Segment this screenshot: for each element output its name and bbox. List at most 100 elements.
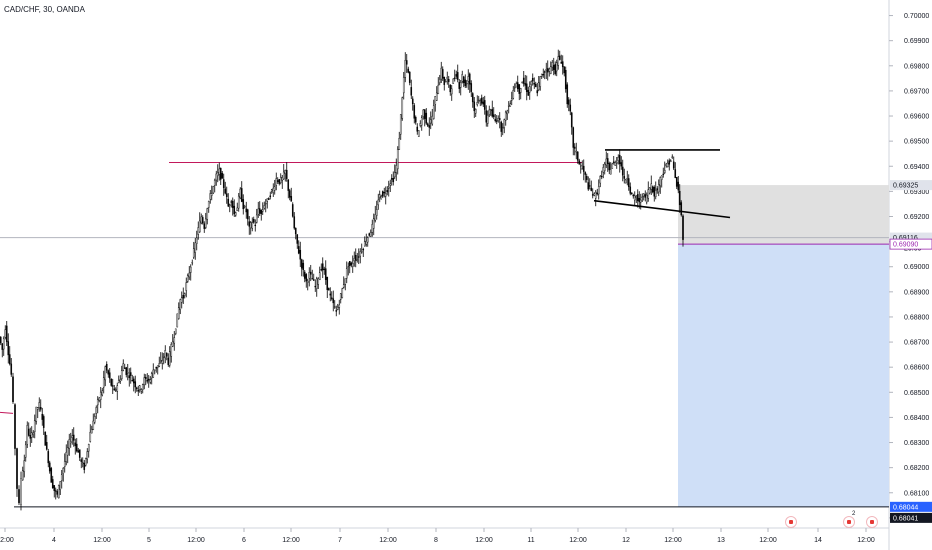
candle-body [386,190,389,193]
candle-body [680,202,683,216]
candle-body [602,167,605,173]
candle-body [657,184,660,193]
candle-body [194,242,197,253]
candle-body [503,119,506,128]
candle-body [615,162,618,164]
candle-body [590,187,593,191]
candle-body [144,377,147,379]
candle-body [263,205,266,209]
candle-body [407,68,410,73]
candle-body [155,366,158,369]
x-tick-label: 12:00 [93,537,111,544]
candle-body [287,179,290,191]
candle-body [557,56,560,66]
candle-body [68,439,71,449]
candle-body [539,76,542,87]
candle-body [578,160,581,165]
y-tick-label: 0.68500 [904,390,929,397]
candle-body [371,224,374,233]
candle-body [299,249,302,260]
candle-body [621,166,624,176]
candle-body [149,379,152,383]
candle-body [65,451,68,462]
candle-body [378,194,381,198]
candle-body [632,194,635,197]
candle-body [60,474,63,481]
candle-body [218,168,221,175]
candle-body [87,444,90,452]
candle-body [186,275,189,282]
candle-body [653,187,656,197]
candle-body [242,199,245,210]
candle-body [176,313,179,328]
x-tick-label: 13 [717,537,725,544]
candle-body [284,169,287,174]
candle-body [579,165,582,167]
candle-body [293,216,296,229]
canada-flag-event-icon-2[interactable] [843,516,855,528]
canada-flag-event-icon-3[interactable] [866,516,878,528]
canada-flag-event-icon[interactable] [785,516,797,528]
candle-body [440,67,443,80]
candle-body [366,237,369,243]
candle-body [353,258,356,262]
candle-body [404,60,407,78]
candle-body [534,83,537,88]
y-tick-label: 0.69900 [904,38,929,45]
candle-body [363,241,366,247]
candle-body [426,123,429,126]
candle-body [500,121,503,132]
candle-body [209,193,212,200]
candle-body [530,81,533,85]
candle-body [174,328,177,334]
candle-body [627,178,630,187]
candle-body [156,365,159,368]
candle-body [494,119,497,122]
candle-body [567,99,570,105]
candle-body [455,74,458,77]
candle-body [189,266,192,273]
candle-body [113,388,116,391]
candle-body [537,82,540,91]
candle-body [570,112,573,128]
candle-body [306,280,309,283]
candle-body [548,68,551,72]
candle-body [512,90,515,99]
candle-body [480,97,483,104]
candle-body [435,92,438,101]
stop-price-label-bg [890,180,932,191]
candle-body [662,173,665,175]
candle-body [656,188,659,191]
candle-body [18,489,20,504]
candle-body [671,156,674,158]
candle-body [296,234,299,244]
candle-body [80,459,83,462]
candle-body [54,490,57,492]
candle-body [677,181,680,191]
candle-body [78,449,81,458]
y-tick-label: 0.69700 [904,88,929,95]
candle-body [392,178,395,183]
candle-body [59,481,62,490]
candle-body [47,451,50,464]
candle-body [618,154,621,165]
candle-body [14,404,16,449]
candle-body [84,458,87,466]
x-tick-label: 4 [52,537,56,544]
candle-body [464,79,467,87]
candle-body [498,118,501,120]
candle-body [311,278,314,280]
candle-body [158,363,161,367]
candle-body [326,276,329,290]
x-tick-label: 12 [622,537,630,544]
candle-body [420,117,423,126]
candle-body [39,407,42,410]
candle-body [393,172,396,178]
candle-body [659,177,662,187]
candle-body [77,450,80,453]
candle-body [510,98,513,101]
candle-body [20,478,22,505]
candle-body [56,491,59,495]
candle-body [197,227,200,235]
